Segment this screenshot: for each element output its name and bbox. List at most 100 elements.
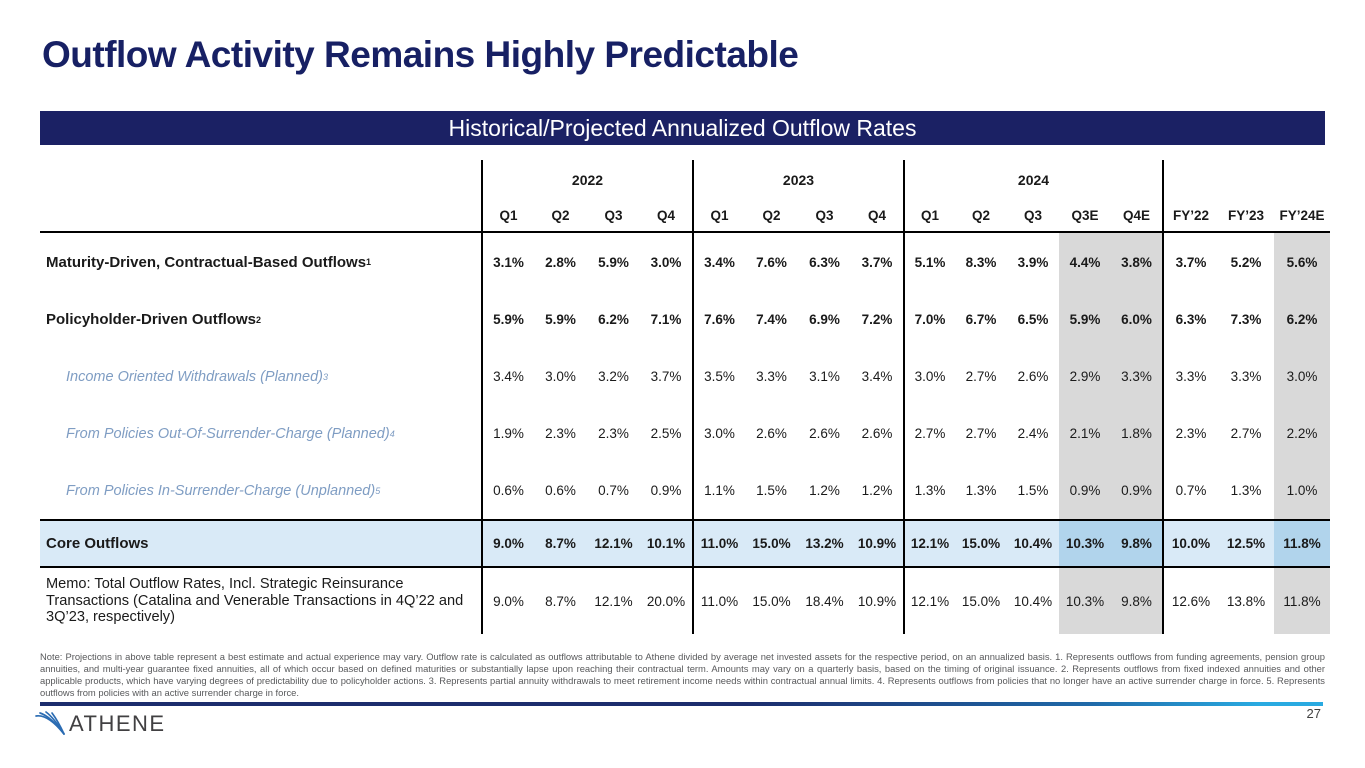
data-cell: 7.2% — [861, 312, 893, 327]
data-cell: 12.1% — [594, 593, 633, 609]
data-cell: 9.8% — [1111, 519, 1162, 568]
data-cell: 3.9% — [1017, 254, 1049, 270]
data-cell: 1.3% — [903, 462, 955, 519]
data-cell: 4.4% — [1059, 233, 1111, 291]
data-cell: 3.4% — [481, 348, 534, 405]
data-cell: 3.8% — [1111, 233, 1162, 291]
data-cell: 7.6% — [756, 254, 787, 270]
feather-swoosh-icon — [35, 711, 65, 735]
column-header: Q3 — [587, 200, 640, 233]
data-cell: 3.0% — [692, 405, 745, 462]
data-cell: 12.1% — [587, 519, 640, 568]
data-cell: 2.3% — [598, 426, 629, 441]
data-cell: 5.6% — [1274, 233, 1330, 291]
data-cell: 15.0% — [745, 519, 798, 568]
column-header: Q2 — [534, 200, 587, 233]
column-header: Q2 — [745, 200, 798, 233]
page-number: 27 — [1306, 706, 1321, 721]
data-cell: 3.1% — [481, 233, 534, 291]
data-cell: 10.4% — [1013, 593, 1053, 609]
data-cell: 0.7% — [598, 483, 629, 498]
data-cell: 10.9% — [851, 519, 903, 568]
data-cell: 8.7% — [534, 519, 587, 568]
table-banner: Historical/Projected Annualized Outflow … — [40, 111, 1325, 145]
data-cell: 3.5% — [692, 348, 745, 405]
row-label: Memo: Total Outflow Rates, Incl. Strateg… — [46, 576, 464, 626]
data-cell: 15.0% — [752, 593, 791, 609]
data-cell: 3.0% — [1274, 348, 1330, 405]
data-cell: 6.2% — [1274, 291, 1330, 348]
data-cell: 12.1% — [903, 568, 955, 634]
row-label: Income Oriented Withdrawals (Planned) 3 — [66, 368, 328, 385]
data-cell: 10.0% — [1162, 519, 1218, 568]
year-header: 2022 — [481, 160, 692, 200]
data-cell: 8.3% — [965, 254, 997, 270]
year-header: 2023 — [692, 160, 903, 200]
data-cell: 10.1% — [640, 519, 692, 568]
data-cell: 12.1% — [903, 519, 955, 568]
data-cell: 2.6% — [809, 426, 840, 441]
data-cell: 13.8% — [1226, 593, 1266, 609]
data-cell: 8.7% — [545, 593, 576, 609]
data-cell: 2.7% — [1230, 426, 1262, 441]
athene-logo: ATHENE — [33, 710, 166, 738]
data-cell: 3.3% — [1162, 348, 1218, 405]
data-cell: 6.2% — [598, 312, 629, 327]
data-cell: 12.5% — [1218, 519, 1274, 568]
data-cell: 3.0% — [650, 254, 682, 270]
data-cell: 5.1% — [903, 233, 955, 291]
data-cell: 9.0% — [481, 519, 534, 568]
data-cell: 3.3% — [756, 369, 787, 384]
data-cell: 1.9% — [481, 405, 534, 462]
data-cell: 2.7% — [903, 405, 955, 462]
table-banner-label: Historical/Projected Annualized Outflow … — [448, 114, 917, 141]
data-cell: 3.4% — [861, 369, 893, 384]
data-cell: 6.7% — [965, 312, 997, 327]
data-cell: 2.1% — [1059, 405, 1111, 462]
athene-logo-text: ATHENE — [69, 711, 166, 736]
data-cell: 3.7% — [1162, 233, 1218, 291]
data-cell: 18.4% — [805, 593, 844, 609]
data-cell: 2.9% — [1059, 348, 1111, 405]
row-label: Maturity-Driven, Contractual-Based Outfl… — [46, 253, 372, 271]
data-cell: 2.5% — [650, 426, 682, 441]
data-cell: 7.6% — [692, 291, 745, 348]
data-cell: 6.5% — [1017, 312, 1049, 327]
data-cell: 2.7% — [965, 426, 997, 441]
corner-cell — [40, 160, 481, 200]
row-label: From Policies In-Surrender-Charge (Unpla… — [66, 482, 381, 499]
data-cell: 11.8% — [1274, 568, 1330, 634]
row-label: From Policies Out-Of-Surrender-Charge (P… — [66, 425, 395, 442]
data-cell: 12.6% — [1162, 568, 1218, 634]
data-cell: 0.7% — [1162, 462, 1218, 519]
data-cell: 2.8% — [545, 254, 576, 270]
column-header: Q3E — [1059, 200, 1111, 233]
column-header: Q3 — [798, 200, 851, 233]
data-cell: 5.2% — [1230, 254, 1262, 270]
column-header: Q1 — [481, 200, 534, 233]
data-cell: 0.9% — [1111, 462, 1162, 519]
data-cell: 3.3% — [1111, 348, 1162, 405]
column-header: Q3 — [1007, 200, 1059, 233]
data-cell: 2.4% — [1017, 426, 1049, 441]
data-cell: 0.9% — [1059, 462, 1111, 519]
data-cell: 6.3% — [809, 254, 840, 270]
data-cell: 7.4% — [756, 312, 787, 327]
column-header: FY’24E — [1274, 200, 1330, 233]
data-cell: 2.2% — [1274, 405, 1330, 462]
data-cell: 11.0% — [692, 519, 745, 568]
data-cell: 20.0% — [646, 593, 686, 609]
data-cell: 1.2% — [809, 483, 840, 498]
column-header: FY’22 — [1162, 200, 1218, 233]
outflow-rates-table: 2022 2023 2024 Q1 Q2 Q3 Q4 Q1 Q2 Q3 Q4 Q1 Q2 Q3 Q3E Q4E… — [40, 160, 1330, 634]
data-cell: 1.1% — [692, 462, 745, 519]
data-cell: 13.2% — [798, 519, 851, 568]
data-cell: 5.9% — [545, 312, 576, 327]
data-cell: 1.2% — [861, 483, 893, 498]
data-cell: 2.7% — [965, 369, 997, 384]
data-cell: 15.0% — [955, 519, 1007, 568]
row-label: Policyholder-Driven Outflows 2 — [46, 311, 262, 328]
data-cell: 10.4% — [1007, 519, 1059, 568]
data-cell: 7.3% — [1230, 312, 1262, 327]
